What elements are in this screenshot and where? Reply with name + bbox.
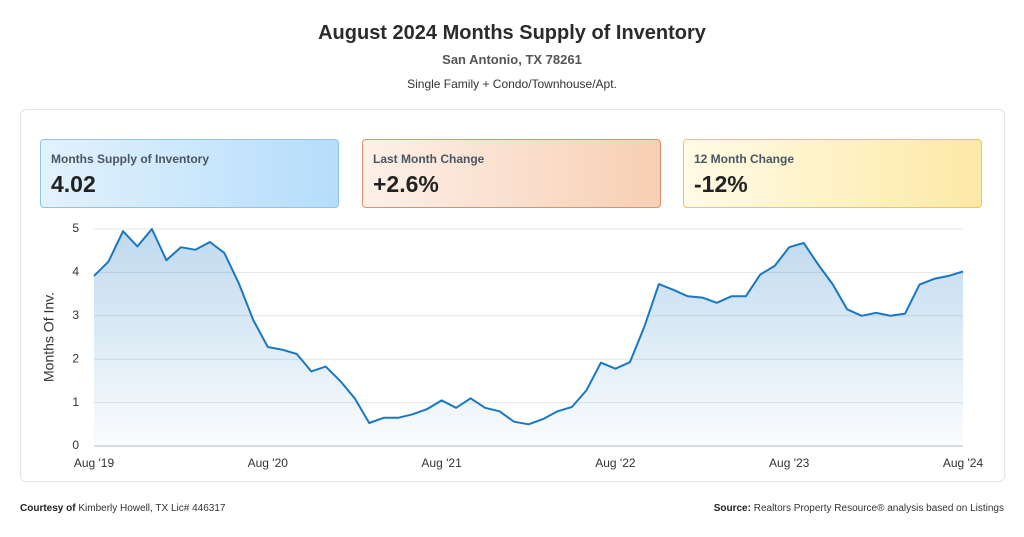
card-value: 4.02 — [51, 171, 96, 197]
y-tick-label: 1 — [72, 395, 79, 409]
card-value: -12% — [694, 171, 748, 197]
stat-card: 12 Month Change -12% — [683, 139, 982, 208]
y-tick-label: 2 — [72, 351, 79, 365]
x-tick-label: Aug '22 — [595, 456, 636, 470]
chart-panel — [20, 109, 1005, 482]
title: August 2024 Months Supply of Inventory — [318, 22, 706, 44]
y-tick-label: 4 — [72, 265, 79, 279]
card-label: Months Supply of Inventory — [51, 152, 209, 166]
stat-card: Last Month Change +2.6% — [362, 139, 661, 208]
source: Source: Realtors Property Resource® anal… — [714, 503, 1004, 514]
source-text: Realtors Property Resource® analysis bas… — [753, 503, 1004, 514]
card-label: Last Month Change — [373, 152, 485, 166]
courtesy-text: Kimberly Howell, TX Lic# 446317 — [78, 503, 226, 514]
chart: Months Of Inv. 0 1 2 3 4 5 Aug '19 Aug '20 Aug '… — [41, 221, 984, 470]
courtesy: Courtesy of Kimberly Howell, TX Lic# 446… — [20, 503, 225, 514]
x-tick-label: Aug '20 — [248, 456, 289, 470]
y-tick-label: 3 — [72, 308, 79, 322]
property-types: Single Family + Condo/Townhouse/Apt. — [407, 77, 617, 91]
x-tick-label: Aug '21 — [421, 456, 462, 470]
x-tick-label: Aug '19 — [74, 456, 115, 470]
x-tick-label: Aug '24 — [943, 456, 984, 470]
card-label: 12 Month Change — [694, 152, 795, 166]
location: San Antonio, TX 78261 — [442, 52, 582, 67]
courtesy-label: Courtesy of — [20, 503, 76, 514]
stat-card: Months Supply of Inventory 4.02 — [40, 139, 339, 208]
card-value: +2.6% — [373, 171, 439, 197]
area — [94, 229, 963, 446]
source-label: Source: — [713, 503, 751, 514]
x-tick-label: Aug '23 — [769, 456, 810, 470]
line — [93, 228, 964, 426]
y-axis-label: Months Of Inv. — [41, 292, 57, 382]
y-tick-label: 0 — [72, 438, 79, 452]
y-tick-label: 5 — [72, 221, 79, 235]
